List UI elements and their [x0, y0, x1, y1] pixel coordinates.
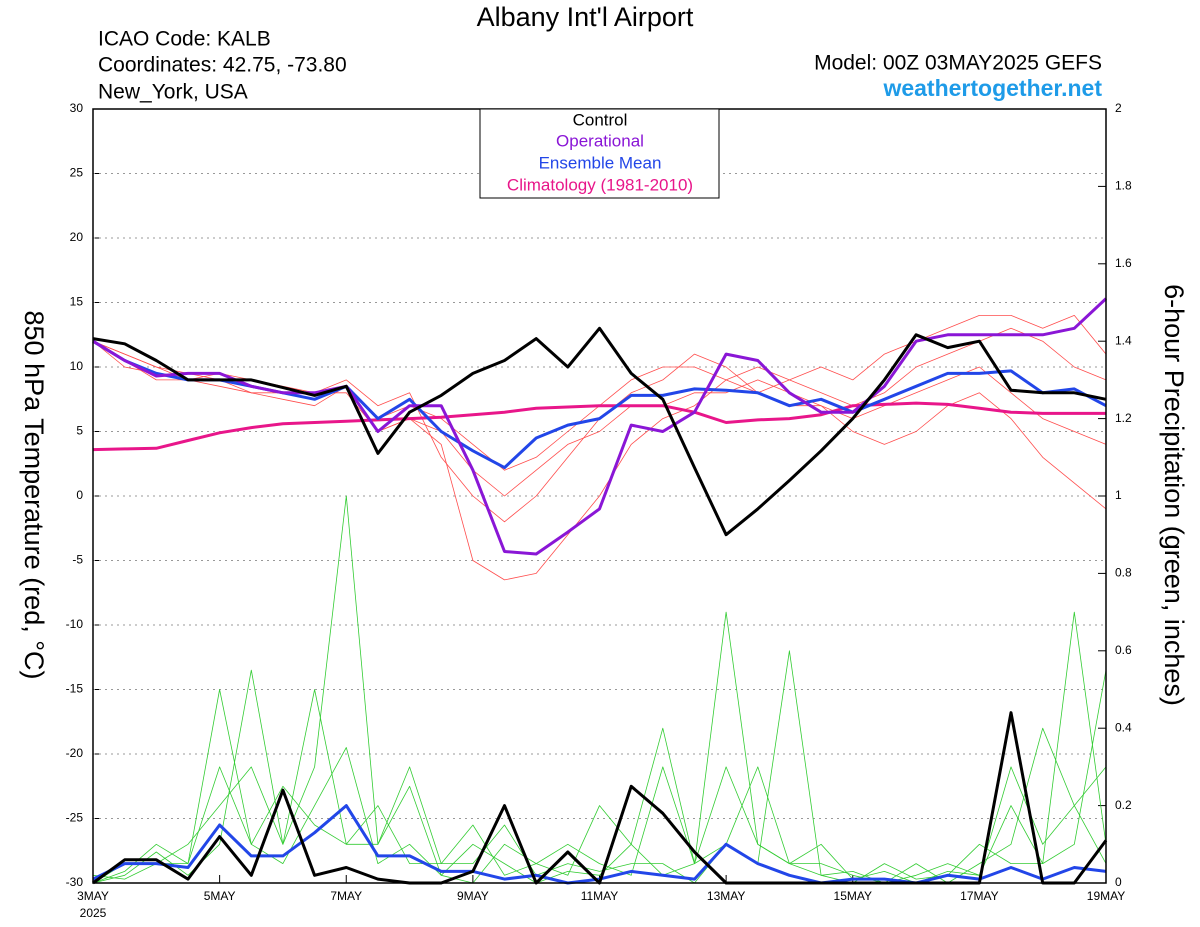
y2-tick-label: 1.4 — [1115, 333, 1132, 347]
y2-tick-label: 0.2 — [1115, 798, 1132, 812]
chart-title: Albany Int'l Airport — [477, 2, 694, 32]
y-tick-label: 25 — [70, 166, 84, 180]
y-tick-label: -30 — [66, 875, 84, 889]
x-tick-label: 19MAY — [1087, 889, 1125, 903]
x-tick-label: 15MAY — [834, 889, 872, 903]
y2-tick-label: 0.4 — [1115, 720, 1132, 734]
y-tick-label: 0 — [76, 488, 83, 502]
info-line: ICAO Code: KALB — [98, 28, 271, 51]
y2-tick-label: 1.8 — [1115, 179, 1132, 193]
x-tick-label: 13MAY — [707, 889, 745, 903]
y-tick-label: 20 — [70, 230, 84, 244]
x-tick-label: 11MAY — [581, 889, 619, 903]
legend-entry: Operational — [556, 131, 644, 150]
y2-tick-label: 0.8 — [1115, 566, 1132, 580]
temp-line — [92, 327, 1107, 581]
plot-area — [92, 108, 1108, 885]
precip-line — [92, 670, 1107, 884]
precip-line — [92, 711, 1108, 885]
info-line: Coordinates: 42.75, -73.80 — [98, 54, 347, 77]
y-tick-label: -10 — [66, 617, 84, 631]
model-label: Model: 00Z 03MAY2025 GEFS — [814, 52, 1102, 75]
y-tick-label: 5 — [76, 424, 83, 438]
precip-line — [92, 611, 1107, 884]
y-tick-label: -15 — [66, 682, 84, 696]
legend-entry: Control — [573, 110, 628, 129]
x-tick-label: 5MAY — [204, 889, 236, 903]
y2-tick-label: 2 — [1115, 101, 1122, 115]
y-axis-label: 850 hPa Temperature (red, °C) — [19, 311, 49, 680]
y2-tick-label: 1.2 — [1115, 411, 1132, 425]
x-tick-label: 7MAY — [330, 889, 362, 903]
y-tick-label: 15 — [70, 295, 84, 309]
y-tick-label: -5 — [72, 553, 83, 567]
precip-line — [92, 611, 1107, 884]
legend-entry: Climatology (1981-2010) — [507, 175, 693, 194]
info-line: New_York, USA — [98, 81, 248, 104]
y-tick-label: 10 — [70, 359, 84, 373]
temp-line — [92, 297, 1108, 556]
year-label: 2025 — [80, 906, 107, 920]
y2-tick-label: 1.6 — [1115, 256, 1132, 270]
y2-tick-label: 0 — [1115, 875, 1122, 889]
y-tick-label: 30 — [70, 101, 84, 115]
x-tick-label: 9MAY — [457, 889, 489, 903]
temp-line — [92, 340, 1107, 510]
y2-tick-label: 0.6 — [1115, 643, 1132, 657]
legend — [479, 108, 720, 199]
site-label: weathertogether.net — [882, 75, 1102, 101]
x-tick-label: 17MAY — [960, 889, 998, 903]
y-tick-label: -20 — [66, 746, 84, 760]
y2-tick-label: 1 — [1115, 488, 1122, 502]
y-tick-label: -25 — [66, 811, 84, 825]
legend-entry: Ensemble Mean — [539, 153, 662, 172]
x-tick-label: 3MAY — [77, 889, 109, 903]
y2-axis-label: 6-hour Precipitation (green, inches) — [1159, 284, 1189, 706]
temp-line — [92, 326, 1107, 537]
temp-line — [92, 401, 1106, 452]
